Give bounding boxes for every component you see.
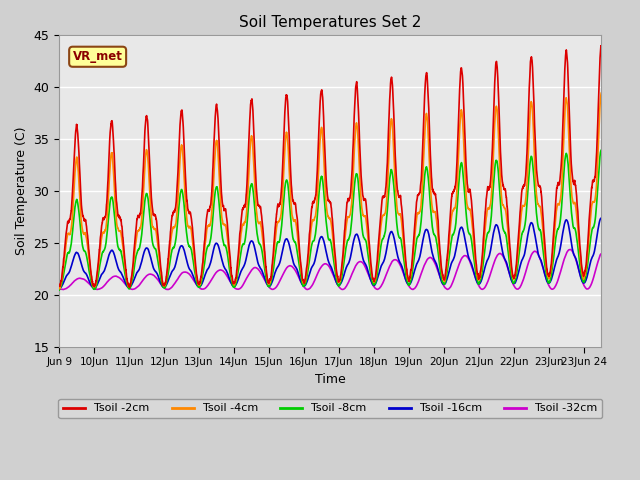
Y-axis label: Soil Temperature (C): Soil Temperature (C) [15,127,28,255]
Legend: Tsoil -2cm, Tsoil -4cm, Tsoil -8cm, Tsoil -16cm, Tsoil -32cm: Tsoil -2cm, Tsoil -4cm, Tsoil -8cm, Tsoi… [58,399,602,418]
X-axis label: Time: Time [315,372,346,386]
Title: Soil Temperatures Set 2: Soil Temperatures Set 2 [239,15,421,30]
Text: VR_met: VR_met [73,50,123,63]
